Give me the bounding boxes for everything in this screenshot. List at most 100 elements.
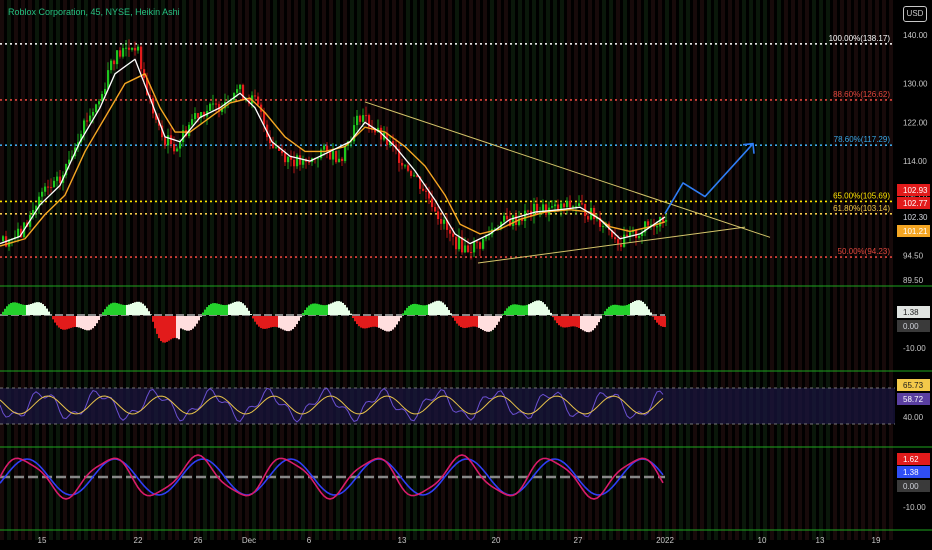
momentum-bar <box>154 316 156 329</box>
momentum-bar <box>306 307 308 315</box>
background-stripe <box>231 0 235 540</box>
momentum-bar <box>360 316 362 328</box>
candle-body <box>173 144 176 152</box>
momentum-bar <box>228 304 230 315</box>
background-stripe <box>588 0 592 540</box>
momentum-bar <box>190 316 192 331</box>
candle-body <box>116 50 119 65</box>
momentum-bar <box>628 304 630 315</box>
momentum-bar <box>500 316 502 319</box>
ema-fast-line <box>0 58 666 245</box>
momentum-bar <box>272 316 274 327</box>
candle-body <box>476 241 479 243</box>
momentum-bar <box>374 316 376 327</box>
candle-body <box>155 113 158 120</box>
candle-body <box>275 147 278 149</box>
candle-body <box>113 60 116 65</box>
momentum-label-box <box>897 320 930 332</box>
background-stripe <box>343 0 347 540</box>
momentum-bar <box>476 316 478 328</box>
background-stripe <box>679 0 683 540</box>
candle-body <box>119 50 122 57</box>
time-axis-tick: Dec <box>242 536 256 545</box>
background-stripe <box>798 0 802 540</box>
candle-body <box>326 145 329 151</box>
candle-body <box>200 112 203 119</box>
background-stripe <box>448 0 452 540</box>
oscillator-label-box <box>897 393 930 405</box>
momentum-bar <box>618 305 620 315</box>
candle-body <box>362 115 365 122</box>
momentum-bar <box>342 302 344 315</box>
fib-level-label: 100.00%(138.17) <box>829 34 891 43</box>
candle-body <box>569 200 572 208</box>
momentum-bar <box>162 316 164 343</box>
momentum-bar <box>312 303 314 315</box>
momentum-bar <box>138 301 140 315</box>
momentum-bar <box>200 316 202 317</box>
momentum-bar <box>316 303 318 315</box>
momentum-bar <box>632 301 634 315</box>
momentum-bar <box>444 304 446 315</box>
momentum-bar <box>198 316 200 321</box>
momentum-bar <box>560 316 562 327</box>
momentum-bar <box>600 316 602 319</box>
momentum-bar <box>400 316 402 318</box>
fib-level-label: 50.00%(94.23) <box>838 247 891 256</box>
momentum-bar <box>494 316 496 328</box>
candle-body <box>416 175 419 177</box>
candle-body <box>533 203 536 216</box>
candle-body <box>269 137 272 144</box>
candle-body <box>596 217 599 220</box>
symbol-title[interactable]: Roblox Corporation, 45, NYSE, Heikin Ash… <box>8 7 180 17</box>
momentum-bar <box>352 316 354 319</box>
currency-button[interactable]: USD <box>903 6 927 22</box>
wave-label-box <box>897 480 930 492</box>
momentum-bar <box>472 316 474 327</box>
momentum-bar <box>480 316 482 329</box>
background-stripe <box>77 0 81 540</box>
momentum-bar <box>182 316 184 330</box>
candle-body <box>56 176 59 181</box>
momentum-bar <box>332 302 334 315</box>
time-axis-tick: 20 <box>492 536 501 545</box>
background-stripe <box>126 0 130 540</box>
momentum-bar <box>230 303 232 315</box>
momentum-bar <box>406 307 408 315</box>
momentum-bar <box>484 316 486 332</box>
candle-body <box>146 77 149 95</box>
momentum-bar <box>542 302 544 315</box>
momentum-bar <box>450 313 452 315</box>
momentum-bar <box>350 313 352 315</box>
momentum-bar <box>648 309 650 315</box>
momentum-bar <box>256 316 258 325</box>
candle-body <box>299 155 302 165</box>
background-stripe <box>245 0 249 540</box>
price-axis-tick: 114.00 <box>903 157 927 166</box>
background-stripe <box>175 0 179 540</box>
momentum-bar <box>58 316 60 328</box>
candle-body <box>392 141 395 145</box>
price-label: 102.77 <box>903 199 928 208</box>
candle-body <box>455 236 458 250</box>
background-stripe <box>238 0 242 540</box>
momentum-bar <box>526 304 528 315</box>
candle-body <box>122 48 125 57</box>
momentum-bar <box>612 304 614 315</box>
candle-body <box>284 153 287 163</box>
ema-slow-line <box>0 73 666 247</box>
momentum-bar <box>142 303 144 315</box>
momentum-bar <box>620 305 622 315</box>
momentum-axis-tick: -10.00 <box>903 344 926 353</box>
candle-body <box>287 156 290 163</box>
background-stripe <box>490 0 494 540</box>
background-stripe <box>21 0 25 540</box>
candle-body <box>482 238 485 249</box>
background-stripe <box>161 0 165 540</box>
momentum-bar <box>624 305 626 315</box>
candle-body <box>341 158 344 162</box>
momentum-bar <box>520 305 522 315</box>
background-stripe <box>287 0 291 540</box>
momentum-bar <box>398 316 400 322</box>
